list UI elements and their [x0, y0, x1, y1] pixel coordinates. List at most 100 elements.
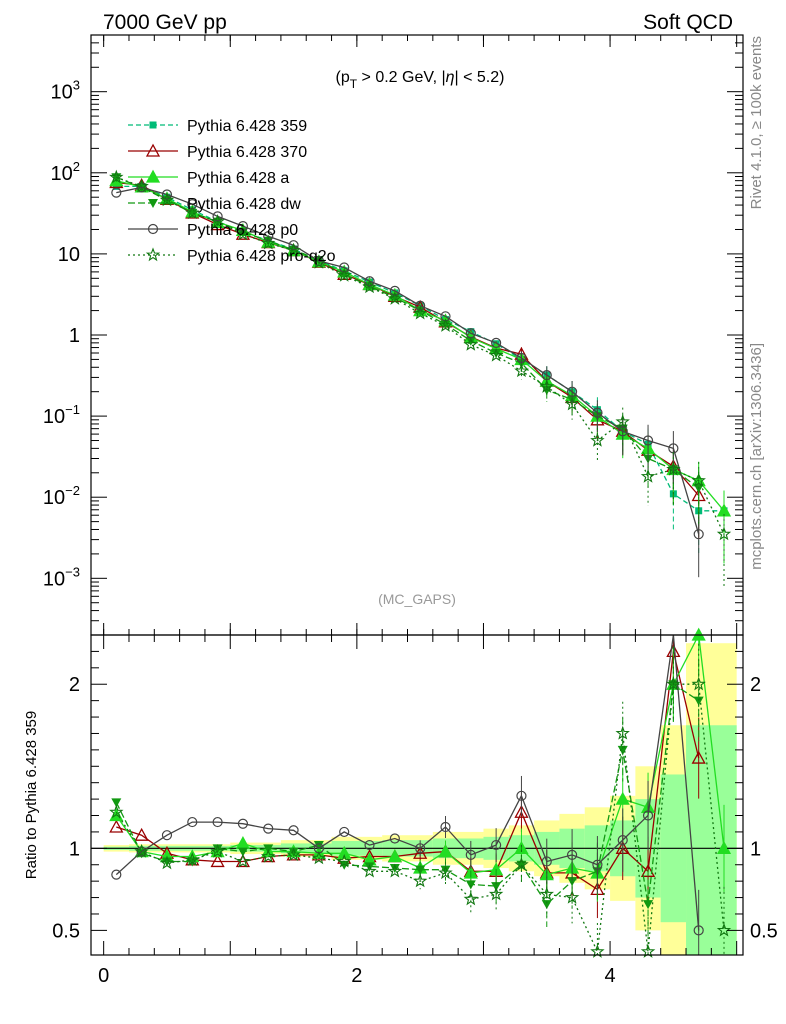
ratio-point: [313, 841, 324, 851]
legend-label-s359: Pythia 6.428 359: [187, 118, 307, 135]
data-point: [666, 461, 681, 476]
ratio-point: [159, 855, 175, 870]
y-tick-base: 10: [58, 244, 80, 266]
main-plot-area: [109, 169, 732, 587]
legend-marker-sp0: [147, 223, 159, 235]
data-point: [415, 300, 426, 311]
data-point: [539, 379, 555, 393]
ratio-y-tick-label-left: 2: [69, 674, 80, 696]
ratio-point: [440, 821, 451, 833]
data-point: [111, 187, 122, 198]
y-tick-label: 10−2: [43, 483, 80, 509]
data-point: [691, 473, 706, 487]
y-tick-base: 10: [51, 82, 73, 104]
y-tick-exponent: 3: [73, 78, 80, 93]
ratio-y-tick-label-right: 0.5: [750, 920, 778, 942]
ratio-point: [111, 869, 122, 880]
data-point: [491, 348, 502, 358]
ratio-point: [260, 848, 276, 863]
data-point: [491, 337, 502, 348]
ratio-point: [642, 810, 654, 821]
ratio-series-sp0: [111, 634, 704, 955]
ratio-point: [541, 856, 552, 867]
y-tick-exponent: 2: [73, 159, 80, 174]
ratio-point: [564, 890, 580, 904]
ratio-point: [491, 882, 502, 892]
ratio-point: [187, 816, 198, 828]
data-point: [389, 285, 400, 296]
data-point: [488, 347, 504, 362]
legend-marker-sq2o: [145, 247, 161, 262]
data-point: [134, 178, 149, 193]
data-point: [212, 211, 223, 222]
data-point: [617, 426, 628, 437]
data-point: [337, 268, 352, 282]
ratio-point: [210, 844, 225, 858]
ratio-y-tick-label-left: 1: [69, 838, 80, 860]
ratio-point: [364, 839, 375, 851]
ratio-point: [666, 676, 681, 691]
series-line-sq2o: [116, 176, 725, 535]
data-point: [187, 199, 198, 210]
ratio-point: [438, 844, 453, 858]
y-tick-base: 1: [69, 325, 80, 347]
ratio-point: [109, 819, 124, 833]
ratio-point: [592, 859, 603, 870]
right-title: Soft QCD: [643, 11, 733, 34]
data-point: [615, 414, 630, 429]
ratio-line-s370: [116, 651, 700, 891]
data-point: [364, 276, 375, 287]
legend-label-sa: Pythia 6.428 a: [187, 170, 289, 187]
ratio-point: [488, 886, 504, 901]
ratio-point: [212, 844, 223, 854]
data-point: [465, 336, 476, 346]
data-point: [311, 255, 327, 269]
data-point: [237, 221, 249, 232]
ratio-point: [617, 745, 628, 755]
data-point: [387, 291, 403, 305]
ratio-point: [337, 845, 352, 859]
data-point: [516, 352, 527, 364]
data-point: [210, 214, 225, 228]
ratio-y-tick-label-right: 2: [750, 674, 761, 696]
ratio-point: [566, 849, 578, 860]
ratio-point: [387, 863, 403, 878]
ratio-point: [643, 900, 654, 910]
data-point: [185, 205, 200, 220]
ratio-point: [691, 750, 706, 764]
ratio-point: [440, 865, 451, 875]
left-title: 7000 GeV pp: [103, 11, 227, 34]
cut-label-subscript: T: [350, 77, 358, 91]
legend-label-sq2o: Pythia 6.428 pro-q2o: [187, 248, 336, 265]
ratio-point: [567, 877, 578, 887]
y-tick-label: 1: [69, 325, 80, 347]
ratio-point: [413, 845, 428, 859]
series-sq2o: [109, 169, 732, 587]
x-tick-label: 2: [351, 965, 362, 987]
data-point: [642, 435, 654, 446]
y-tick-exponent: −1: [65, 402, 80, 417]
ratio-frame: [90, 634, 744, 956]
ratio-point: [617, 835, 628, 846]
legend-marker-sdw: [148, 199, 158, 208]
data-point: [161, 189, 173, 200]
data-point: [109, 169, 124, 184]
rivet-version-label: Rivet 4.1.0, ≥ 100k events: [748, 36, 765, 209]
ratio-point: [288, 825, 299, 836]
ratio-panel: 0.5 0.5 1 1 2 2 0 2 4 Ratio to Pythia 6.428 359: [23, 627, 778, 987]
data-point: [389, 293, 400, 303]
cut-label-part-2: > 0.2 GeV, |: [357, 69, 446, 86]
ratio-point: [615, 725, 630, 740]
ratio-point: [415, 843, 426, 854]
ratio-point: [311, 850, 327, 865]
ratio-point: [640, 944, 656, 958]
data-point: [339, 262, 350, 273]
y-tick-label: 10−3: [43, 564, 80, 590]
ratio-point: [413, 873, 428, 888]
ratio-point: [161, 857, 172, 867]
data-point: [440, 320, 451, 330]
legend-marker-sa: [145, 169, 161, 183]
y-tick-base: 10: [51, 163, 73, 185]
